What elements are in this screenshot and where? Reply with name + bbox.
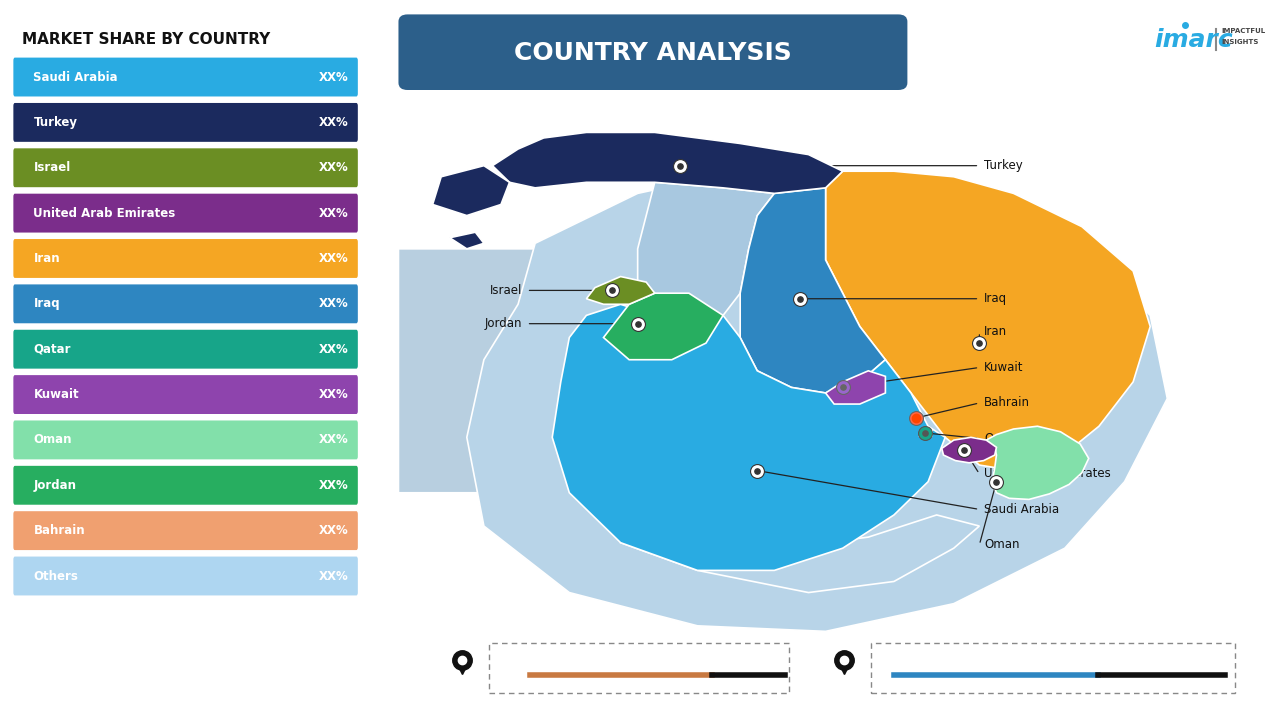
Polygon shape: [433, 166, 509, 215]
FancyBboxPatch shape: [13, 511, 358, 550]
FancyBboxPatch shape: [870, 643, 1234, 693]
Polygon shape: [986, 426, 1089, 500]
FancyBboxPatch shape: [13, 103, 358, 142]
Text: XX%: XX%: [319, 343, 349, 356]
Text: Iraq: Iraq: [33, 297, 60, 310]
Text: XX%: XX%: [319, 252, 349, 265]
Text: Kuwait: Kuwait: [33, 388, 79, 401]
Polygon shape: [449, 232, 484, 249]
Polygon shape: [398, 249, 570, 492]
FancyBboxPatch shape: [489, 643, 790, 693]
Text: IMPACTFUL: IMPACTFUL: [1221, 28, 1265, 34]
Polygon shape: [942, 437, 996, 463]
Text: COUNTRY ANALYSIS: COUNTRY ANALYSIS: [515, 40, 792, 65]
Text: XX%: XX%: [319, 479, 349, 492]
Text: Turkey: Turkey: [33, 116, 77, 129]
FancyBboxPatch shape: [398, 14, 908, 90]
Polygon shape: [826, 371, 886, 404]
FancyBboxPatch shape: [13, 284, 358, 323]
FancyBboxPatch shape: [13, 557, 358, 595]
Text: Israel: Israel: [490, 284, 522, 297]
FancyBboxPatch shape: [13, 148, 358, 187]
Text: Iran: Iran: [33, 252, 60, 265]
Text: XX%: XX%: [319, 207, 349, 220]
Polygon shape: [552, 305, 945, 570]
Text: XX%: XX%: [319, 116, 349, 129]
Text: Bahrain: Bahrain: [984, 397, 1030, 410]
FancyBboxPatch shape: [13, 420, 358, 459]
Text: Qatar: Qatar: [984, 432, 1018, 445]
Polygon shape: [919, 428, 932, 438]
Text: Oman: Oman: [984, 539, 1019, 552]
Text: INSIGHTS: INSIGHTS: [1221, 39, 1258, 45]
Polygon shape: [911, 414, 922, 422]
Polygon shape: [637, 182, 774, 326]
Text: Kuwait: Kuwait: [984, 361, 1024, 374]
Text: Oman: Oman: [33, 433, 72, 446]
Text: imarc: imarc: [1155, 27, 1234, 52]
Polygon shape: [493, 132, 842, 194]
Text: XX%: XX%: [319, 524, 349, 537]
Text: Saudi Arabia: Saudi Arabia: [984, 503, 1059, 516]
Text: Turkey: Turkey: [984, 159, 1023, 172]
Text: XX%: XX%: [319, 433, 349, 446]
Polygon shape: [561, 287, 612, 338]
Text: United Arab Emirates: United Arab Emirates: [984, 467, 1111, 480]
Text: XX%: XX%: [319, 388, 349, 401]
Text: Jordan: Jordan: [485, 318, 522, 330]
Text: LARGEST REGION: LARGEST REGION: [530, 654, 639, 664]
FancyBboxPatch shape: [13, 239, 358, 278]
FancyBboxPatch shape: [13, 330, 358, 369]
Text: MARKET SHARE BY COUNTRY: MARKET SHARE BY COUNTRY: [22, 32, 270, 47]
Text: United Arab Emirates: United Arab Emirates: [33, 207, 175, 220]
FancyBboxPatch shape: [13, 194, 358, 233]
Text: Qatar: Qatar: [33, 343, 70, 356]
FancyBboxPatch shape: [13, 466, 358, 505]
Polygon shape: [603, 293, 723, 360]
Text: XX%: XX%: [319, 71, 349, 84]
Polygon shape: [586, 276, 655, 305]
Text: Iran: Iran: [984, 325, 1007, 338]
Text: Others: Others: [33, 570, 78, 582]
Polygon shape: [740, 188, 886, 393]
Text: FASTEST GROWING REGION: FASTEST GROWING REGION: [893, 654, 1065, 664]
Text: XX%: XX%: [319, 570, 349, 582]
FancyBboxPatch shape: [13, 58, 358, 96]
Text: Saudi Arabia: Saudi Arabia: [33, 71, 118, 84]
Text: XX%: XX%: [319, 161, 349, 174]
Text: Bahrain: Bahrain: [33, 524, 84, 537]
Text: XX%: XX%: [319, 297, 349, 310]
Polygon shape: [826, 171, 1151, 471]
Text: XX: XX: [744, 654, 762, 664]
Polygon shape: [621, 515, 979, 593]
FancyBboxPatch shape: [13, 375, 358, 414]
Text: XX: XX: [1180, 654, 1197, 664]
Polygon shape: [467, 171, 1167, 631]
Text: Israel: Israel: [33, 161, 70, 174]
Text: Jordan: Jordan: [33, 479, 77, 492]
Text: Iraq: Iraq: [984, 292, 1007, 305]
